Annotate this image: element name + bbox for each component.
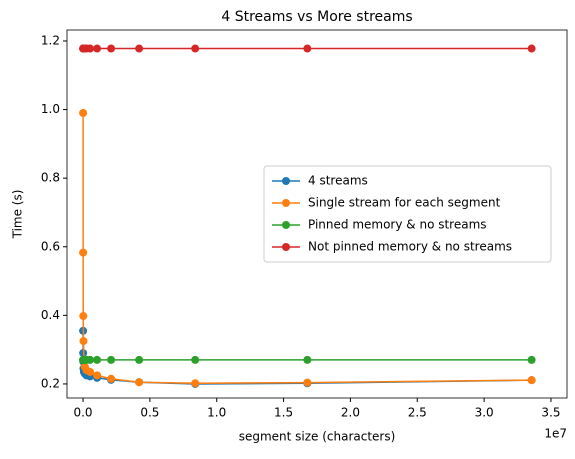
x-tick-label: 1.0 — [207, 406, 226, 420]
x-tick-label: 3.0 — [475, 406, 494, 420]
x-tick-label: 0.5 — [140, 406, 159, 420]
y-tick-label: 0.4 — [41, 308, 60, 322]
point — [86, 44, 95, 53]
plot-frame — [66, 29, 568, 399]
point — [527, 376, 536, 385]
point — [303, 355, 312, 364]
point — [86, 355, 95, 364]
y-tick-label: 1.2 — [41, 33, 60, 47]
point — [93, 44, 102, 53]
point — [135, 44, 144, 53]
x-offset-label: 1e7 — [544, 427, 567, 441]
legend-label: Single stream for each segment — [308, 196, 501, 210]
point — [107, 374, 116, 383]
y-axis-label: Time (s) — [11, 190, 25, 240]
chart-title: 4 Streams vs More streams — [221, 9, 412, 25]
point — [191, 379, 200, 388]
point — [135, 378, 144, 387]
y-tick-label: 0.2 — [41, 376, 60, 390]
y-tick-label: 0.8 — [41, 171, 60, 185]
point — [86, 367, 95, 376]
legend-marker — [282, 199, 290, 207]
point — [93, 371, 102, 380]
point — [79, 312, 88, 321]
legend-marker — [282, 243, 290, 251]
point — [79, 248, 88, 257]
point — [527, 44, 536, 53]
point — [191, 44, 200, 53]
legend-marker — [282, 177, 290, 185]
legend-box — [263, 165, 552, 263]
point — [93, 355, 102, 364]
x-tick-label: 2.0 — [341, 406, 360, 420]
x-tick-label: 1.5 — [274, 406, 293, 420]
point — [107, 355, 116, 364]
point — [303, 378, 312, 387]
y-tick-label: 1.0 — [41, 102, 60, 116]
x-tick-label: 2.5 — [408, 406, 427, 420]
point — [79, 108, 88, 117]
point — [107, 44, 116, 53]
x-axis-label: segment size (characters) — [239, 430, 396, 444]
legend-marker — [282, 221, 290, 229]
y-tick-label: 0.6 — [41, 239, 60, 253]
point — [191, 355, 200, 364]
legend-label: Not pinned memory & no streams — [308, 240, 512, 254]
point — [135, 355, 144, 364]
point — [527, 355, 536, 364]
legend: 4 streams Single stream for each segment P… — [263, 165, 552, 263]
point — [303, 44, 312, 53]
legend-label: 4 streams — [308, 174, 368, 188]
x-tick-label: 0.0 — [73, 406, 92, 420]
legend-label: Pinned memory & no streams — [308, 218, 487, 232]
point — [79, 337, 88, 346]
x-tick-label: 3.5 — [541, 406, 560, 420]
